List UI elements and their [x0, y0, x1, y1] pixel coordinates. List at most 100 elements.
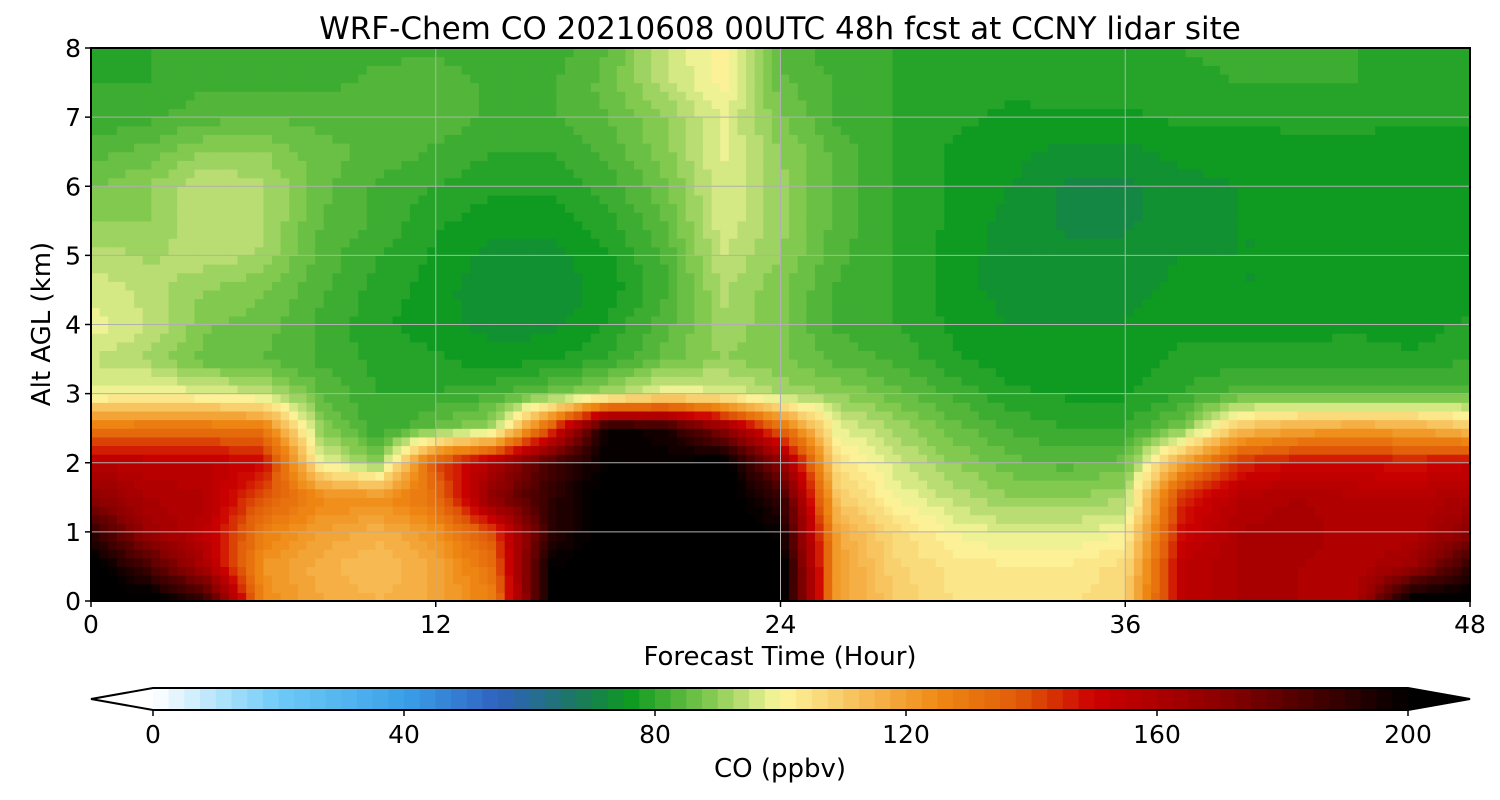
- contour-cell: [1030, 583, 1040, 593]
- contour-cell: [573, 333, 583, 343]
- contour-cell: [340, 324, 351, 334]
- contour-cell: [142, 359, 152, 369]
- contour-cell: [1194, 419, 1204, 429]
- contour-cell: [487, 333, 497, 343]
- contour-cell: [892, 471, 902, 481]
- contour-cell: [271, 384, 282, 395]
- contour-cell: [1306, 402, 1316, 412]
- contour-cell: [91, 480, 101, 490]
- contour-cell: [1254, 540, 1264, 550]
- contour-cell: [1340, 376, 1350, 386]
- contour-cell: [1211, 376, 1221, 386]
- contour-cell: [858, 575, 868, 585]
- contour-cell: [1409, 384, 1419, 395]
- contour-cell: [677, 436, 687, 447]
- contour-cell: [496, 540, 506, 550]
- contour-cell: [1383, 480, 1394, 490]
- contour-cell: [1168, 359, 1178, 369]
- contour-cell: [1375, 471, 1385, 481]
- contour-cell: [780, 488, 790, 498]
- contour-cell: [203, 514, 213, 524]
- contour-cell: [1409, 592, 1419, 602]
- contour-cell: [1047, 462, 1057, 472]
- contour-cell: [909, 557, 919, 568]
- contour-cell: [452, 592, 463, 602]
- contour-cell: [297, 497, 308, 507]
- contour-cell: [763, 488, 773, 498]
- contour-cell: [108, 505, 118, 516]
- contour-cell: [771, 419, 782, 429]
- contour-cell: [340, 575, 351, 585]
- contour-cell: [1108, 367, 1118, 377]
- contour-cell: [944, 367, 954, 377]
- contour-cell: [177, 480, 187, 490]
- contour-cell: [401, 419, 411, 429]
- contour-cell: [1047, 359, 1057, 369]
- contour-cell: [840, 523, 851, 533]
- contour-cell: [1383, 531, 1394, 542]
- contour-cell: [556, 445, 566, 455]
- contour-cell: [194, 367, 204, 377]
- contour-cell: [565, 402, 575, 412]
- contour-cell: [746, 428, 756, 438]
- contour-cell: [1073, 428, 1083, 438]
- contour-cell: [1332, 583, 1342, 593]
- contour-cell: [1426, 402, 1437, 412]
- contour-cell: [332, 350, 342, 360]
- contour-cell: [875, 436, 885, 447]
- contour-cell: [409, 410, 420, 421]
- contour-cell: [547, 540, 558, 550]
- contour-cell: [194, 575, 204, 585]
- contour-cell: [1418, 359, 1428, 369]
- contour-cell: [582, 505, 592, 516]
- contour-cell: [832, 359, 842, 369]
- contour-cell: [177, 583, 187, 593]
- contour-cell: [280, 384, 290, 395]
- contour-cell: [151, 341, 161, 352]
- contour-cell: [125, 549, 135, 559]
- contour-cell: [1332, 350, 1342, 360]
- contour-cell: [840, 384, 851, 395]
- contour-cell: [246, 488, 256, 498]
- contour-cell: [228, 583, 239, 593]
- contour-cell: [590, 350, 601, 360]
- contour-cell: [1254, 436, 1264, 447]
- contour-cell: [1047, 410, 1057, 421]
- contour-cell: [470, 471, 480, 481]
- contour-cell: [418, 419, 428, 429]
- contour-cell: [1228, 523, 1238, 533]
- contour-cell: [1271, 540, 1281, 550]
- contour-cell: [254, 333, 264, 343]
- contour-cell: [1047, 488, 1057, 498]
- contour-cell: [1271, 480, 1281, 490]
- contour-cell: [1426, 359, 1437, 369]
- contour-cell: [254, 350, 264, 360]
- contour-cell: [1289, 575, 1299, 585]
- contour-cell: [211, 445, 221, 455]
- contour-cell: [1013, 367, 1023, 377]
- contour-cell: [1125, 540, 1135, 550]
- contour-cell: [1418, 410, 1428, 421]
- contour-cell: [608, 471, 618, 481]
- contour-cell: [470, 367, 480, 377]
- contour-cell: [883, 575, 894, 585]
- contour-cell: [1314, 557, 1325, 568]
- contour-cell: [280, 575, 290, 585]
- contour-cell: [1306, 575, 1316, 585]
- contour-cell: [1013, 514, 1023, 524]
- contour-cell: [1194, 436, 1204, 447]
- contour-cell: [789, 359, 799, 369]
- contour-cell: [1237, 393, 1247, 403]
- contour-cell: [746, 480, 756, 490]
- contour-cell: [883, 505, 894, 516]
- contour-cell: [1297, 488, 1307, 498]
- contour-cell: [633, 341, 644, 352]
- contour-cell: [694, 436, 704, 447]
- contour-cell: [1039, 359, 1049, 369]
- contour-cell: [590, 505, 601, 516]
- contour-cell: [823, 523, 833, 533]
- contour-cell: [711, 592, 721, 602]
- contour-cell: [1176, 445, 1187, 455]
- contour-cell: [237, 592, 247, 602]
- contour-cell: [728, 497, 739, 507]
